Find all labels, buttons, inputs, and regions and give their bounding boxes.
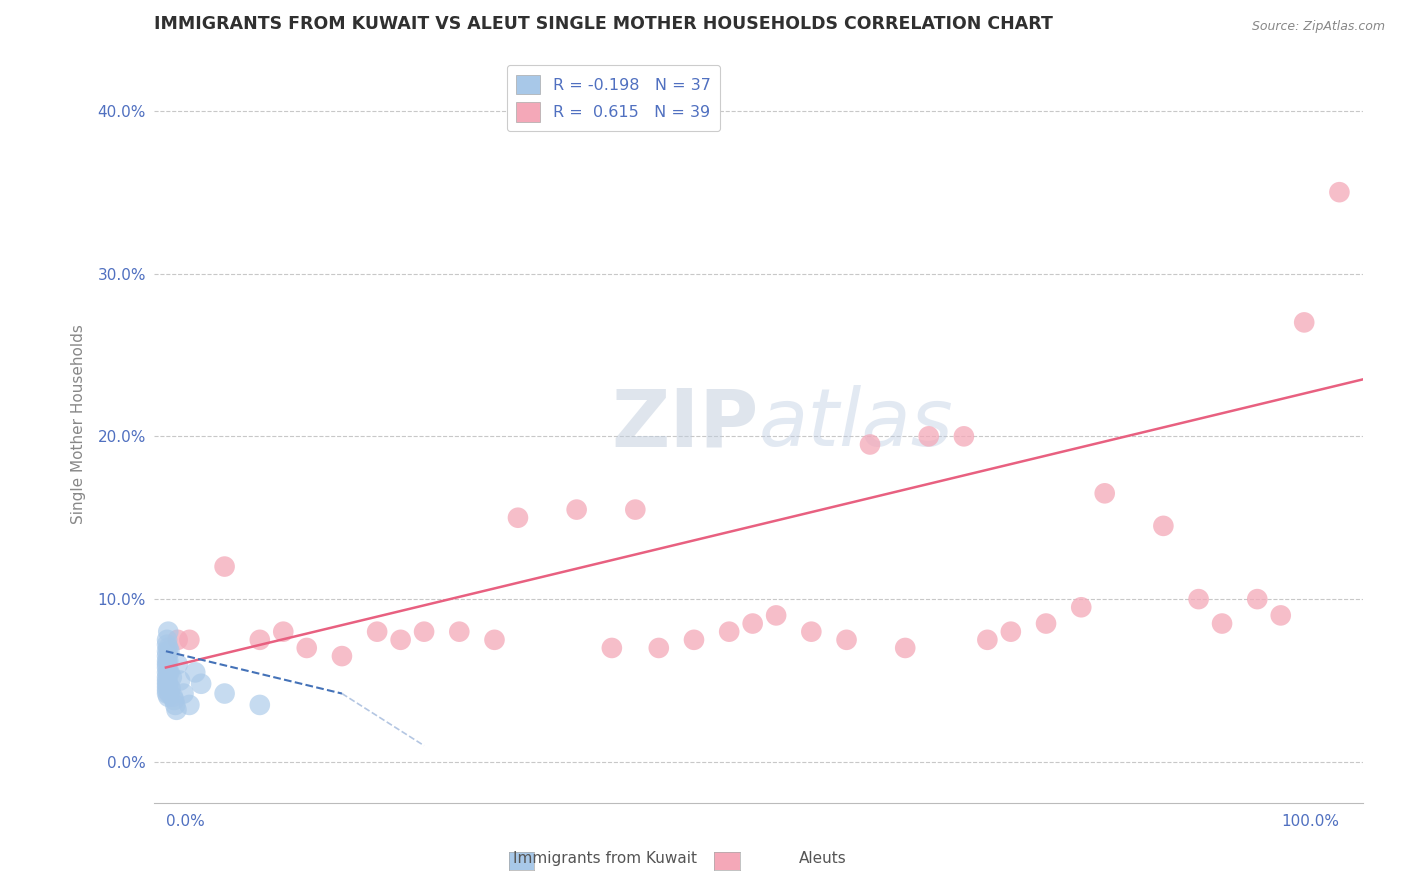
Point — [179, 632, 201, 647]
Point — [1152, 519, 1174, 533]
Point — [156, 660, 179, 674]
Point — [683, 632, 706, 647]
Point — [330, 649, 353, 664]
Point — [214, 559, 236, 574]
Point — [295, 640, 318, 655]
Point — [156, 649, 179, 664]
Text: 0.0%: 0.0% — [166, 814, 205, 829]
Point — [157, 677, 180, 691]
Point — [835, 632, 858, 647]
Point — [765, 608, 787, 623]
Point — [166, 632, 188, 647]
Point — [506, 510, 529, 524]
Point — [1094, 486, 1116, 500]
Point — [190, 677, 212, 691]
Point — [166, 703, 188, 717]
Point — [976, 632, 998, 647]
Point — [156, 638, 179, 652]
Point — [1270, 608, 1292, 623]
Point — [449, 624, 471, 639]
Point — [249, 698, 271, 712]
Point — [894, 640, 917, 655]
Point — [1294, 315, 1316, 329]
Point — [648, 640, 671, 655]
Point — [165, 698, 187, 712]
Point — [157, 624, 180, 639]
Point — [156, 665, 179, 680]
Text: Source: ZipAtlas.com: Source: ZipAtlas.com — [1251, 21, 1385, 33]
Point — [800, 624, 823, 639]
Point — [157, 654, 180, 668]
Point — [953, 429, 976, 443]
Point — [859, 437, 882, 451]
Point — [413, 624, 436, 639]
Text: Immigrants from Kuwait: Immigrants from Kuwait — [513, 851, 696, 865]
Point — [160, 670, 183, 684]
Point — [389, 632, 412, 647]
Point — [159, 687, 181, 701]
Point — [169, 673, 191, 688]
Point — [484, 632, 506, 647]
Point — [156, 644, 179, 658]
Point — [173, 687, 195, 701]
Point — [565, 502, 588, 516]
Point — [741, 616, 763, 631]
Point — [157, 640, 180, 655]
Point — [1187, 592, 1209, 607]
Legend: R = -0.198   N = 37, R =  0.615   N = 39: R = -0.198 N = 37, R = 0.615 N = 39 — [506, 65, 720, 131]
Point — [1070, 600, 1092, 615]
Text: atlas: atlas — [758, 385, 953, 463]
Point — [249, 632, 271, 647]
Point — [156, 687, 179, 701]
Point — [1246, 592, 1268, 607]
Point — [184, 665, 207, 680]
Point — [718, 624, 741, 639]
Point — [214, 687, 236, 701]
Point — [156, 654, 179, 668]
Point — [179, 698, 201, 712]
Text: IMMIGRANTS FROM KUWAIT VS ALEUT SINGLE MOTHER HOUSEHOLDS CORRELATION CHART: IMMIGRANTS FROM KUWAIT VS ALEUT SINGLE M… — [155, 15, 1053, 33]
Point — [166, 657, 188, 672]
Text: ZIP: ZIP — [612, 385, 758, 463]
Point — [162, 690, 184, 704]
Point — [156, 680, 179, 694]
Text: Aleuts: Aleuts — [799, 851, 846, 865]
Point — [1035, 616, 1057, 631]
Point — [624, 502, 647, 516]
Point — [918, 429, 941, 443]
Point — [271, 624, 294, 639]
Point — [156, 632, 179, 647]
Point — [600, 640, 623, 655]
Point — [366, 624, 388, 639]
Point — [156, 670, 179, 684]
Point — [159, 665, 181, 680]
Point — [157, 690, 180, 704]
Point — [163, 693, 186, 707]
Point — [156, 683, 179, 698]
Point — [159, 644, 181, 658]
Point — [156, 657, 179, 672]
Point — [1211, 616, 1233, 631]
Text: 100.0%: 100.0% — [1281, 814, 1340, 829]
Point — [1329, 185, 1351, 199]
Point — [156, 673, 179, 688]
Point — [1000, 624, 1022, 639]
Point — [159, 681, 181, 696]
Point — [157, 665, 180, 680]
Y-axis label: Single Mother Households: Single Mother Households — [72, 324, 86, 524]
Point — [156, 677, 179, 691]
